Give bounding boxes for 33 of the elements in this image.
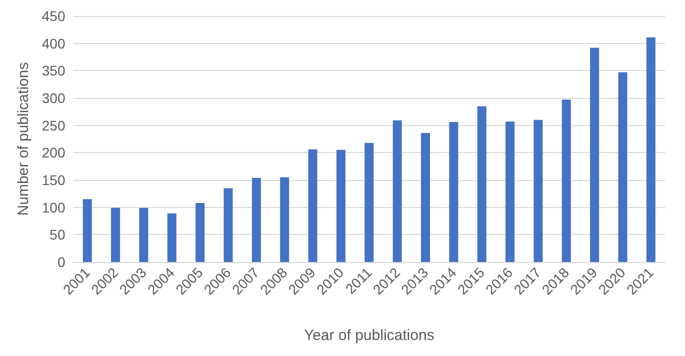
y-tick-label: 150 (42, 172, 66, 188)
y-tick-label: 400 (42, 35, 66, 52)
y-tick-label: 100 (42, 199, 66, 216)
bar (280, 177, 290, 262)
bar (392, 120, 402, 262)
bar (590, 48, 600, 262)
bar (477, 106, 486, 262)
y-tick-label: 50 (50, 226, 66, 243)
bar (336, 150, 346, 262)
bar (82, 199, 92, 262)
y-tick-label: 350 (42, 62, 66, 79)
bar (139, 208, 148, 262)
y-tick-label: 450 (42, 8, 66, 24)
bar (252, 178, 261, 262)
bar (646, 37, 656, 262)
bar (196, 202, 205, 262)
bar (420, 132, 430, 262)
bar (308, 149, 318, 262)
bar (449, 122, 458, 262)
y-tick-label: 300 (42, 90, 66, 106)
bar (111, 208, 120, 262)
x-axis-title: Year of publications (304, 327, 434, 344)
bar (562, 100, 571, 262)
y-tick-label: 0 (57, 254, 66, 270)
y-tick-label: 250 (42, 117, 66, 134)
y-axis-title: Number of publications (15, 62, 32, 216)
bar (167, 213, 176, 262)
bar (364, 142, 374, 262)
bar (224, 188, 233, 262)
y-tick-label: 200 (42, 144, 66, 161)
bar (506, 122, 515, 262)
bar (534, 120, 543, 262)
bar (618, 72, 628, 262)
